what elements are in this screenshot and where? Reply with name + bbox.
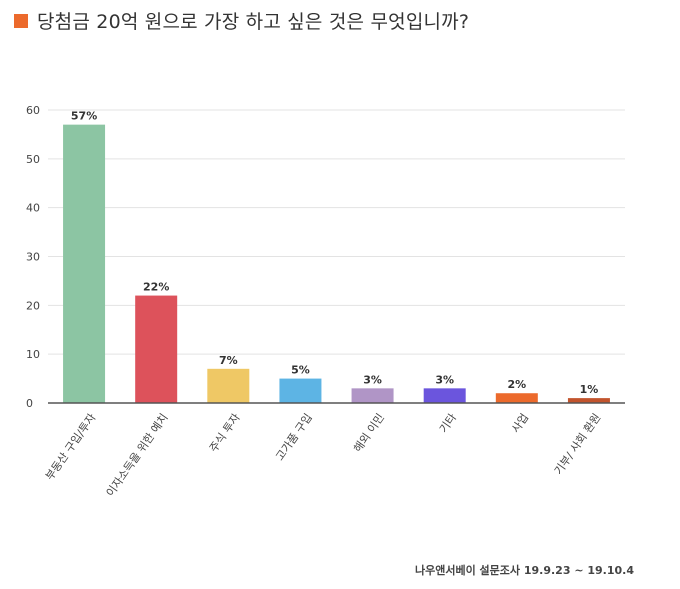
bar-value-label: 5% (291, 364, 310, 377)
bar (279, 378, 322, 403)
bar (135, 295, 178, 403)
x-tick-label: 사업 (509, 411, 531, 435)
bar (567, 398, 610, 403)
bar-value-label: 22% (143, 281, 169, 294)
title-marker-square (14, 13, 28, 28)
y-tick-label: 50 (26, 153, 40, 166)
x-tick-label: 부동산 구입/투자 (43, 411, 98, 482)
chart-title: 당첨금 20억 원으로 가장 하고 싶은 것은 무엇입니까? (14, 7, 469, 34)
bar-value-label: 7% (219, 354, 238, 367)
x-tick-label: 기타 (437, 411, 459, 435)
y-tick-label: 30 (26, 251, 40, 264)
source-note: 나우앤서베이 설문조사 19.9.23 ~ 19.10.4 (415, 564, 634, 577)
bar (207, 368, 250, 403)
bar (351, 388, 394, 403)
y-tick-label: 20 (26, 299, 40, 312)
x-tick-label: 주식 투자 (207, 411, 243, 454)
title-text: 당첨금 20억 원으로 가장 하고 싶은 것은 무엇입니까? (37, 11, 470, 33)
bar (495, 393, 538, 403)
bar-value-label: 3% (363, 373, 382, 386)
x-tick-label: 이자소득을 위한 예치 (104, 411, 171, 499)
bar-value-label: 3% (435, 373, 454, 386)
bar-value-label: 2% (507, 378, 526, 391)
x-tick-label: 고가품 구입 (273, 411, 315, 463)
bar (63, 124, 106, 404)
bar-value-label: 1% (580, 383, 599, 396)
y-tick-label: 10 (26, 348, 40, 361)
y-tick-label: 0 (26, 397, 33, 410)
x-tick-label: 기부/ 사회 환원 (552, 411, 604, 477)
x-tick-label: 해외 이민 (350, 411, 387, 455)
y-tick-label: 40 (26, 202, 40, 215)
bar-value-label: 57% (71, 110, 97, 123)
y-tick-label: 60 (26, 104, 40, 117)
bar (423, 388, 466, 403)
